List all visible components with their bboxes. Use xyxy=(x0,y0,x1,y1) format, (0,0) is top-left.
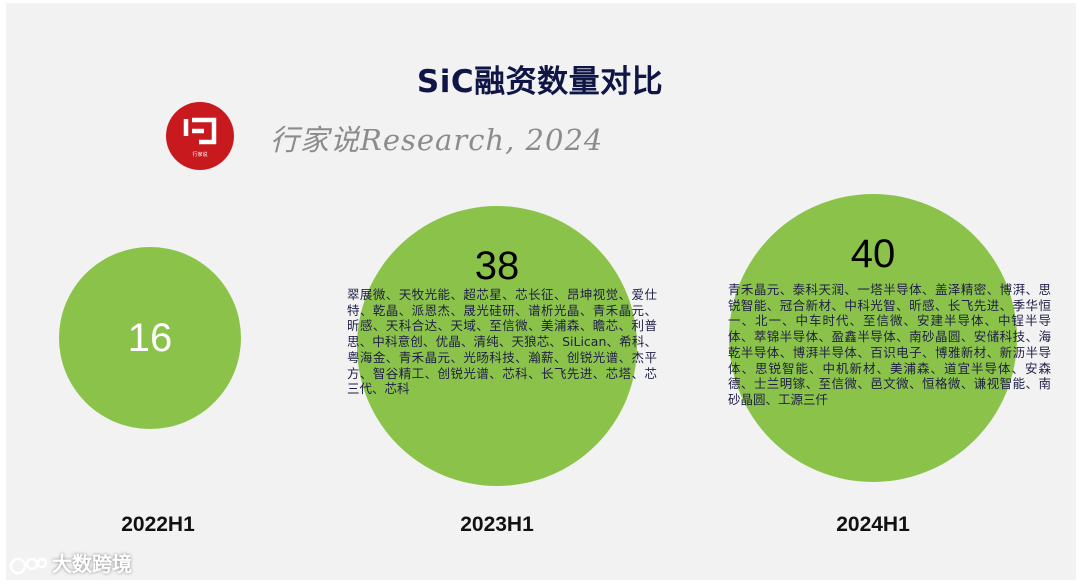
watermark: 大数跨境 xyxy=(8,548,132,578)
logo-brand-text: 行家说 xyxy=(166,151,234,158)
category-label: 2022H1 xyxy=(58,513,258,537)
category-label: 2023H1 xyxy=(397,513,597,537)
bubble-value-label: 16 xyxy=(59,318,241,358)
company-list: 翠展微、天牧光能、超芯星、芯长征、昂坤视觉、爱仕特、乾晶、派恩杰、晟光硅研、谱析… xyxy=(347,287,657,397)
category-label: 2024H1 xyxy=(773,513,973,537)
bubble-2022H1: 16 xyxy=(59,247,241,429)
bubble-value-label: 40 xyxy=(729,234,1017,274)
chart-subtitle: 行家说Research, 2024 xyxy=(270,117,603,159)
bubble-value-label: 38 xyxy=(357,246,638,286)
company-list: 青禾晶元、泰科天润、一塔半导体、盖泽精密、博湃、思锐智能、冠合新材、中科光智、昕… xyxy=(728,282,1051,408)
watermark-logo-icon xyxy=(8,554,48,578)
brand-logo: 行家说 xyxy=(166,102,234,170)
watermark-text: 大数跨境 xyxy=(52,552,132,576)
chart-title: SiC融资数量对比 xyxy=(0,56,1080,101)
logo-mark-icon xyxy=(180,116,220,146)
